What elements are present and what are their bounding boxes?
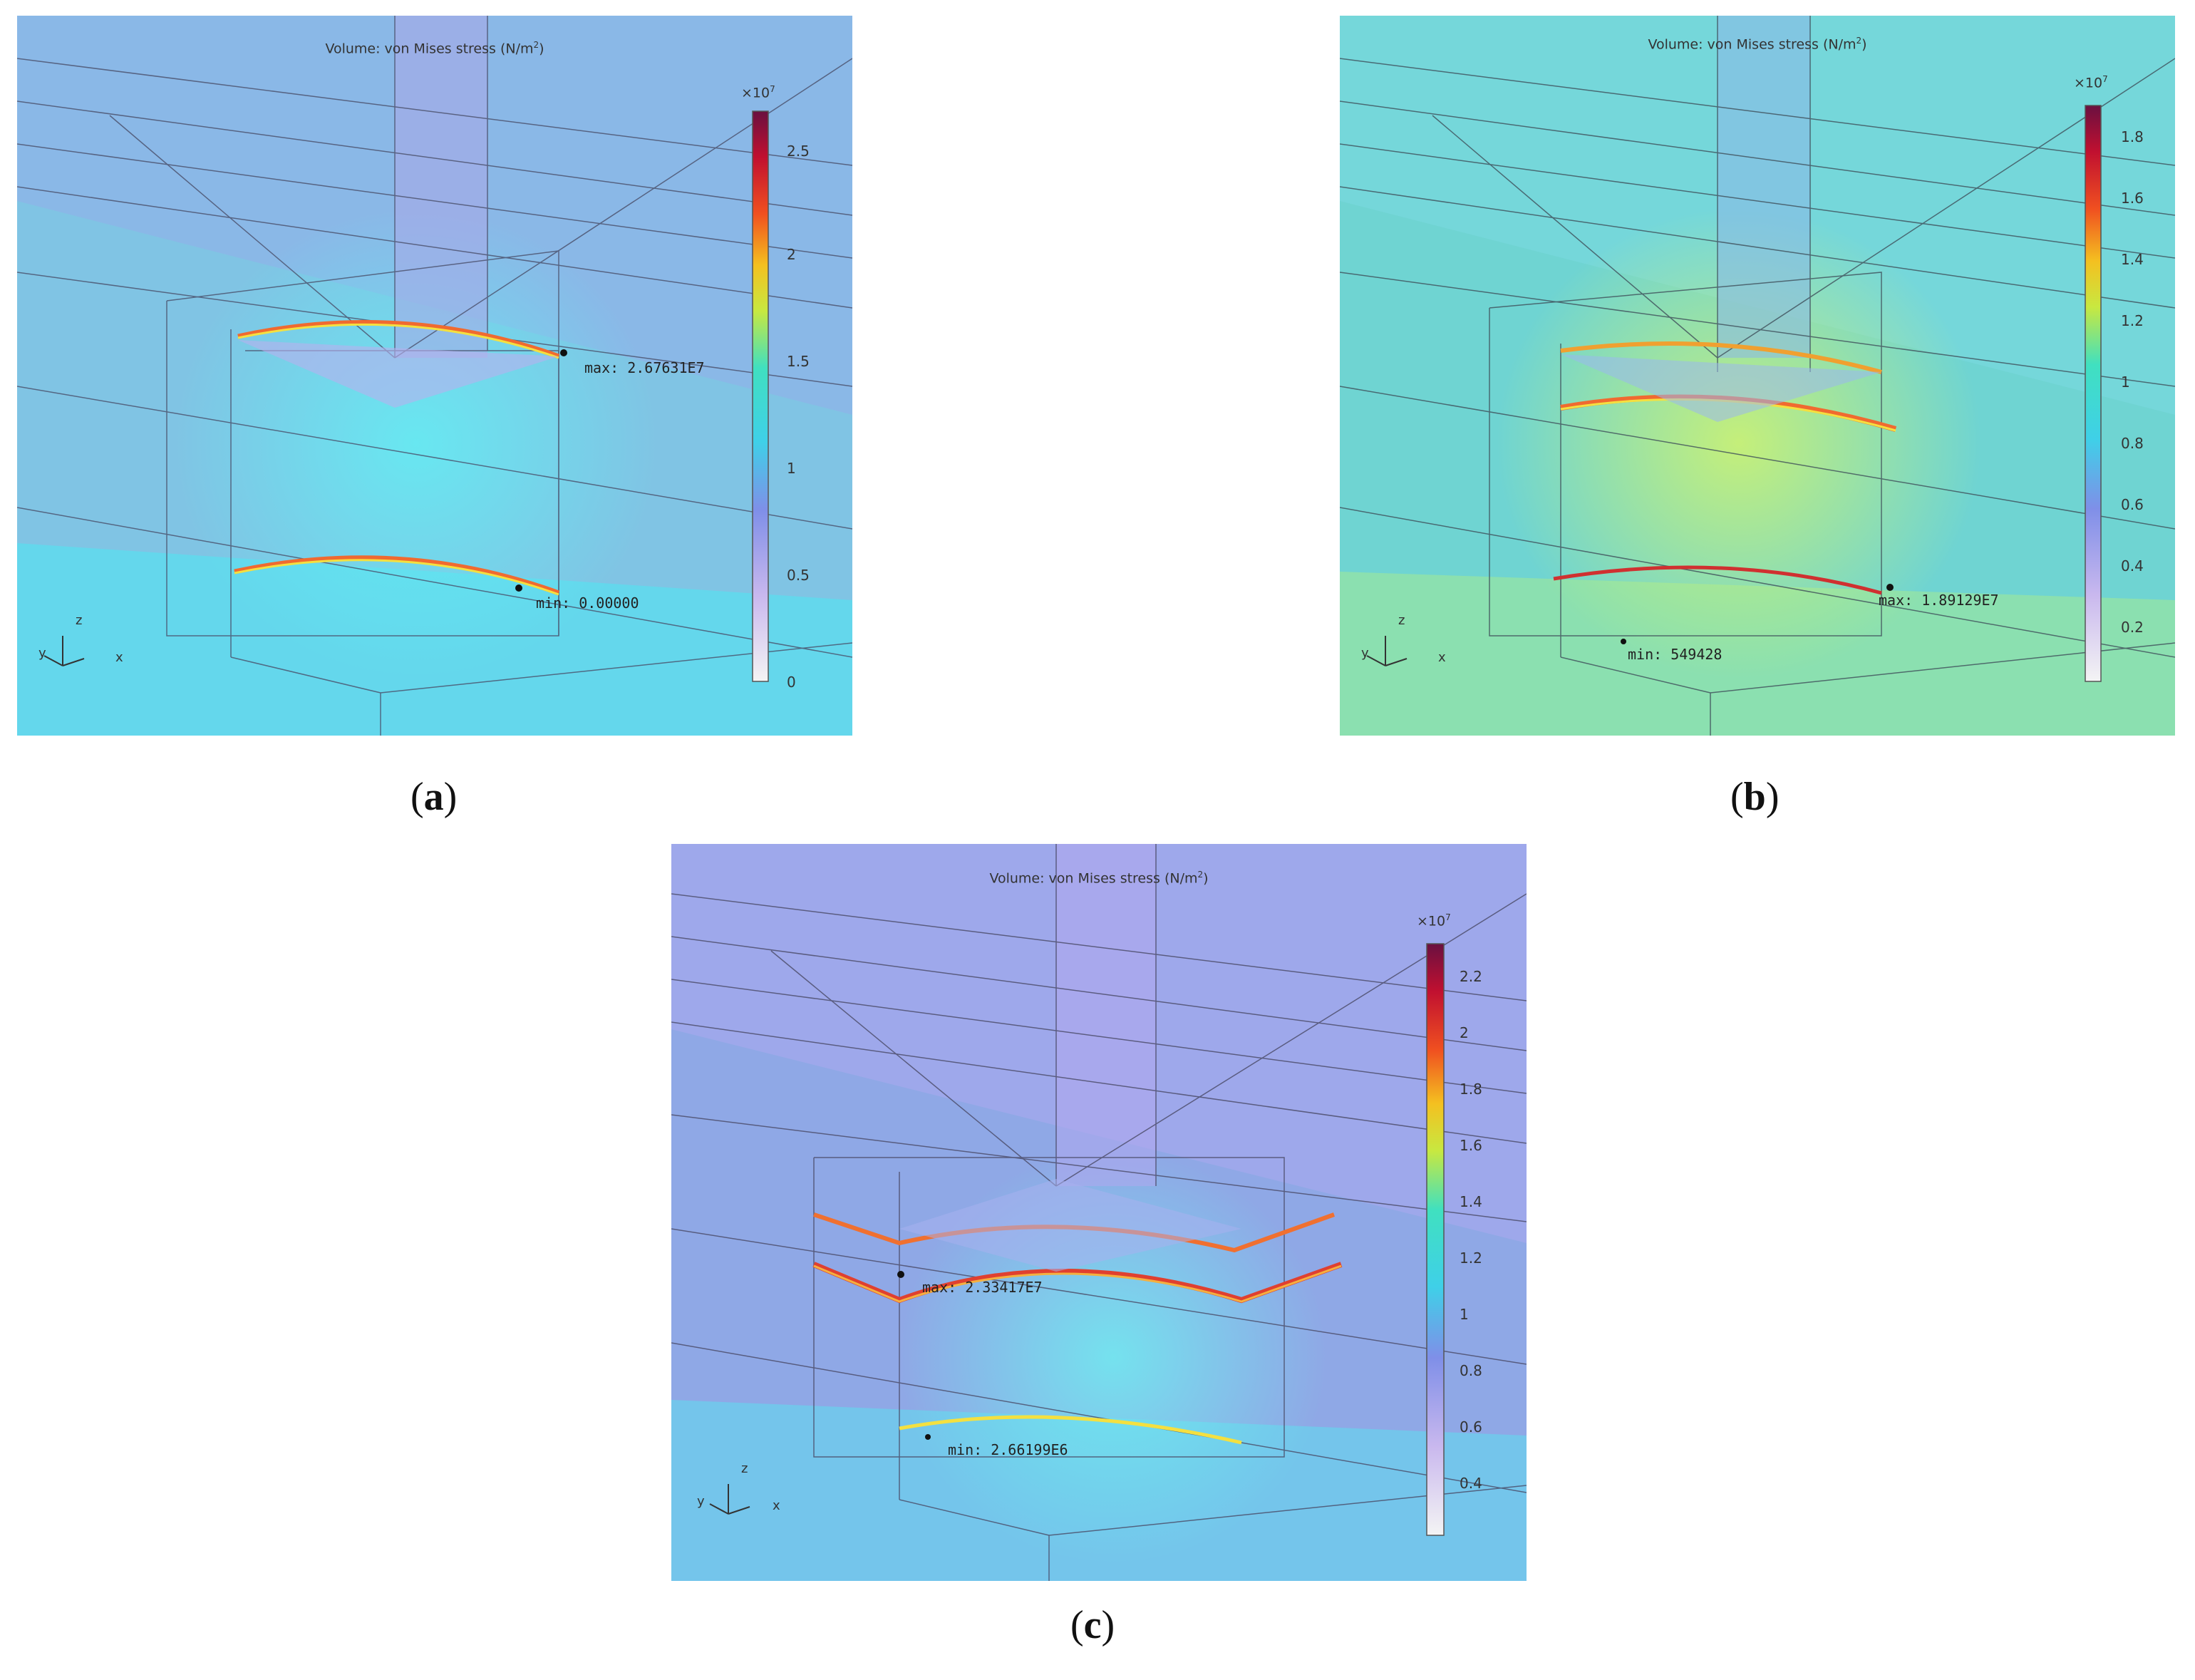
- colorbar-tick: 2.5: [787, 143, 810, 160]
- axis-y-label: y: [697, 1494, 705, 1509]
- axis-z-label: z: [741, 1461, 748, 1476]
- panel-b: Volume: von Mises stress (N/m2) ×107 1.8…: [1340, 16, 2175, 736]
- colorbar-tick: 1: [787, 460, 796, 477]
- colorbar-tick: 2: [1460, 1024, 1469, 1041]
- colorbar-tick: 0.4: [1460, 1475, 1482, 1492]
- panel-c-title: Volume: von Mises stress (N/m2): [989, 870, 1209, 887]
- panel-a-max-label: max: 2.67631E7: [584, 359, 705, 376]
- panel-b-render: [1340, 16, 2175, 736]
- colorbar-tick: 1.2: [1460, 1249, 1482, 1267]
- axis-z-label: z: [1398, 613, 1405, 628]
- colorbar-tick: 2.2: [1460, 968, 1482, 985]
- panel-a-colorbar-exponent: ×107: [741, 84, 775, 101]
- panel-c: Volume: von Mises stress (N/m2) ×107 2.2…: [671, 844, 1527, 1581]
- panel-c-render: [671, 844, 1527, 1581]
- panel-a-render: [17, 16, 852, 736]
- panel-c-max-label: max: 2.33417E7: [922, 1279, 1043, 1296]
- colorbar-tick: 0.8: [2121, 435, 2144, 452]
- axis-x-label: x: [773, 1498, 780, 1513]
- colorbar-tick: 0.6: [2121, 496, 2144, 513]
- panel-c-colorbar-exponent: ×107: [1417, 912, 1451, 929]
- panel-a-title: Volume: von Mises stress (N/m2): [325, 40, 544, 57]
- panel-b-max-label: max: 1.89129E7: [1879, 592, 1999, 609]
- colorbar-tick: 0.6: [1460, 1418, 1482, 1436]
- panel-b-colorbar-exponent: ×107: [2074, 74, 2108, 91]
- colorbar-tick: 1.8: [2121, 128, 2144, 145]
- axis-z-label: z: [76, 613, 83, 628]
- panel-a-min-label: min: 0.00000: [536, 594, 639, 612]
- axis-x-label: x: [1438, 650, 1446, 665]
- colorbar-tick: 1.4: [1460, 1193, 1482, 1210]
- colorbar-tick: 0: [787, 674, 796, 691]
- panel-b-min-label: min: 549428: [1628, 646, 1723, 663]
- axis-y-label: y: [1361, 646, 1369, 661]
- panel-b-title: Volume: von Mises stress (N/m2): [1648, 36, 1867, 53]
- panel-a-caption: (a): [410, 775, 458, 819]
- panel-c-caption: (c): [1070, 1603, 1115, 1647]
- colorbar-tick: 0.8: [1460, 1362, 1482, 1379]
- axis-x-label: x: [115, 650, 123, 665]
- colorbar-tick: 0.2: [2121, 619, 2144, 636]
- colorbar-tick: 1.5: [787, 353, 810, 370]
- panel-b-caption: (b): [1730, 775, 1780, 819]
- colorbar-tick: 0.5: [787, 567, 810, 584]
- colorbar-tick: 1.6: [2121, 190, 2144, 207]
- panel-a: Volume: von Mises stress (N/m2) ×107 2.5…: [17, 16, 852, 736]
- axis-y-label: y: [38, 646, 46, 661]
- colorbar-tick: 1.8: [1460, 1081, 1482, 1098]
- colorbar-tick: 1.6: [1460, 1137, 1482, 1154]
- colorbar-tick: 1.4: [2121, 251, 2144, 268]
- panel-c-min-label: min: 2.66199E6: [948, 1441, 1068, 1458]
- colorbar-tick: 1: [2121, 373, 2130, 391]
- colorbar-tick: 0.4: [2121, 557, 2144, 574]
- colorbar-tick: 1: [1460, 1306, 1469, 1323]
- colorbar-tick: 2: [787, 246, 796, 263]
- colorbar-tick: 1.2: [2121, 312, 2144, 329]
